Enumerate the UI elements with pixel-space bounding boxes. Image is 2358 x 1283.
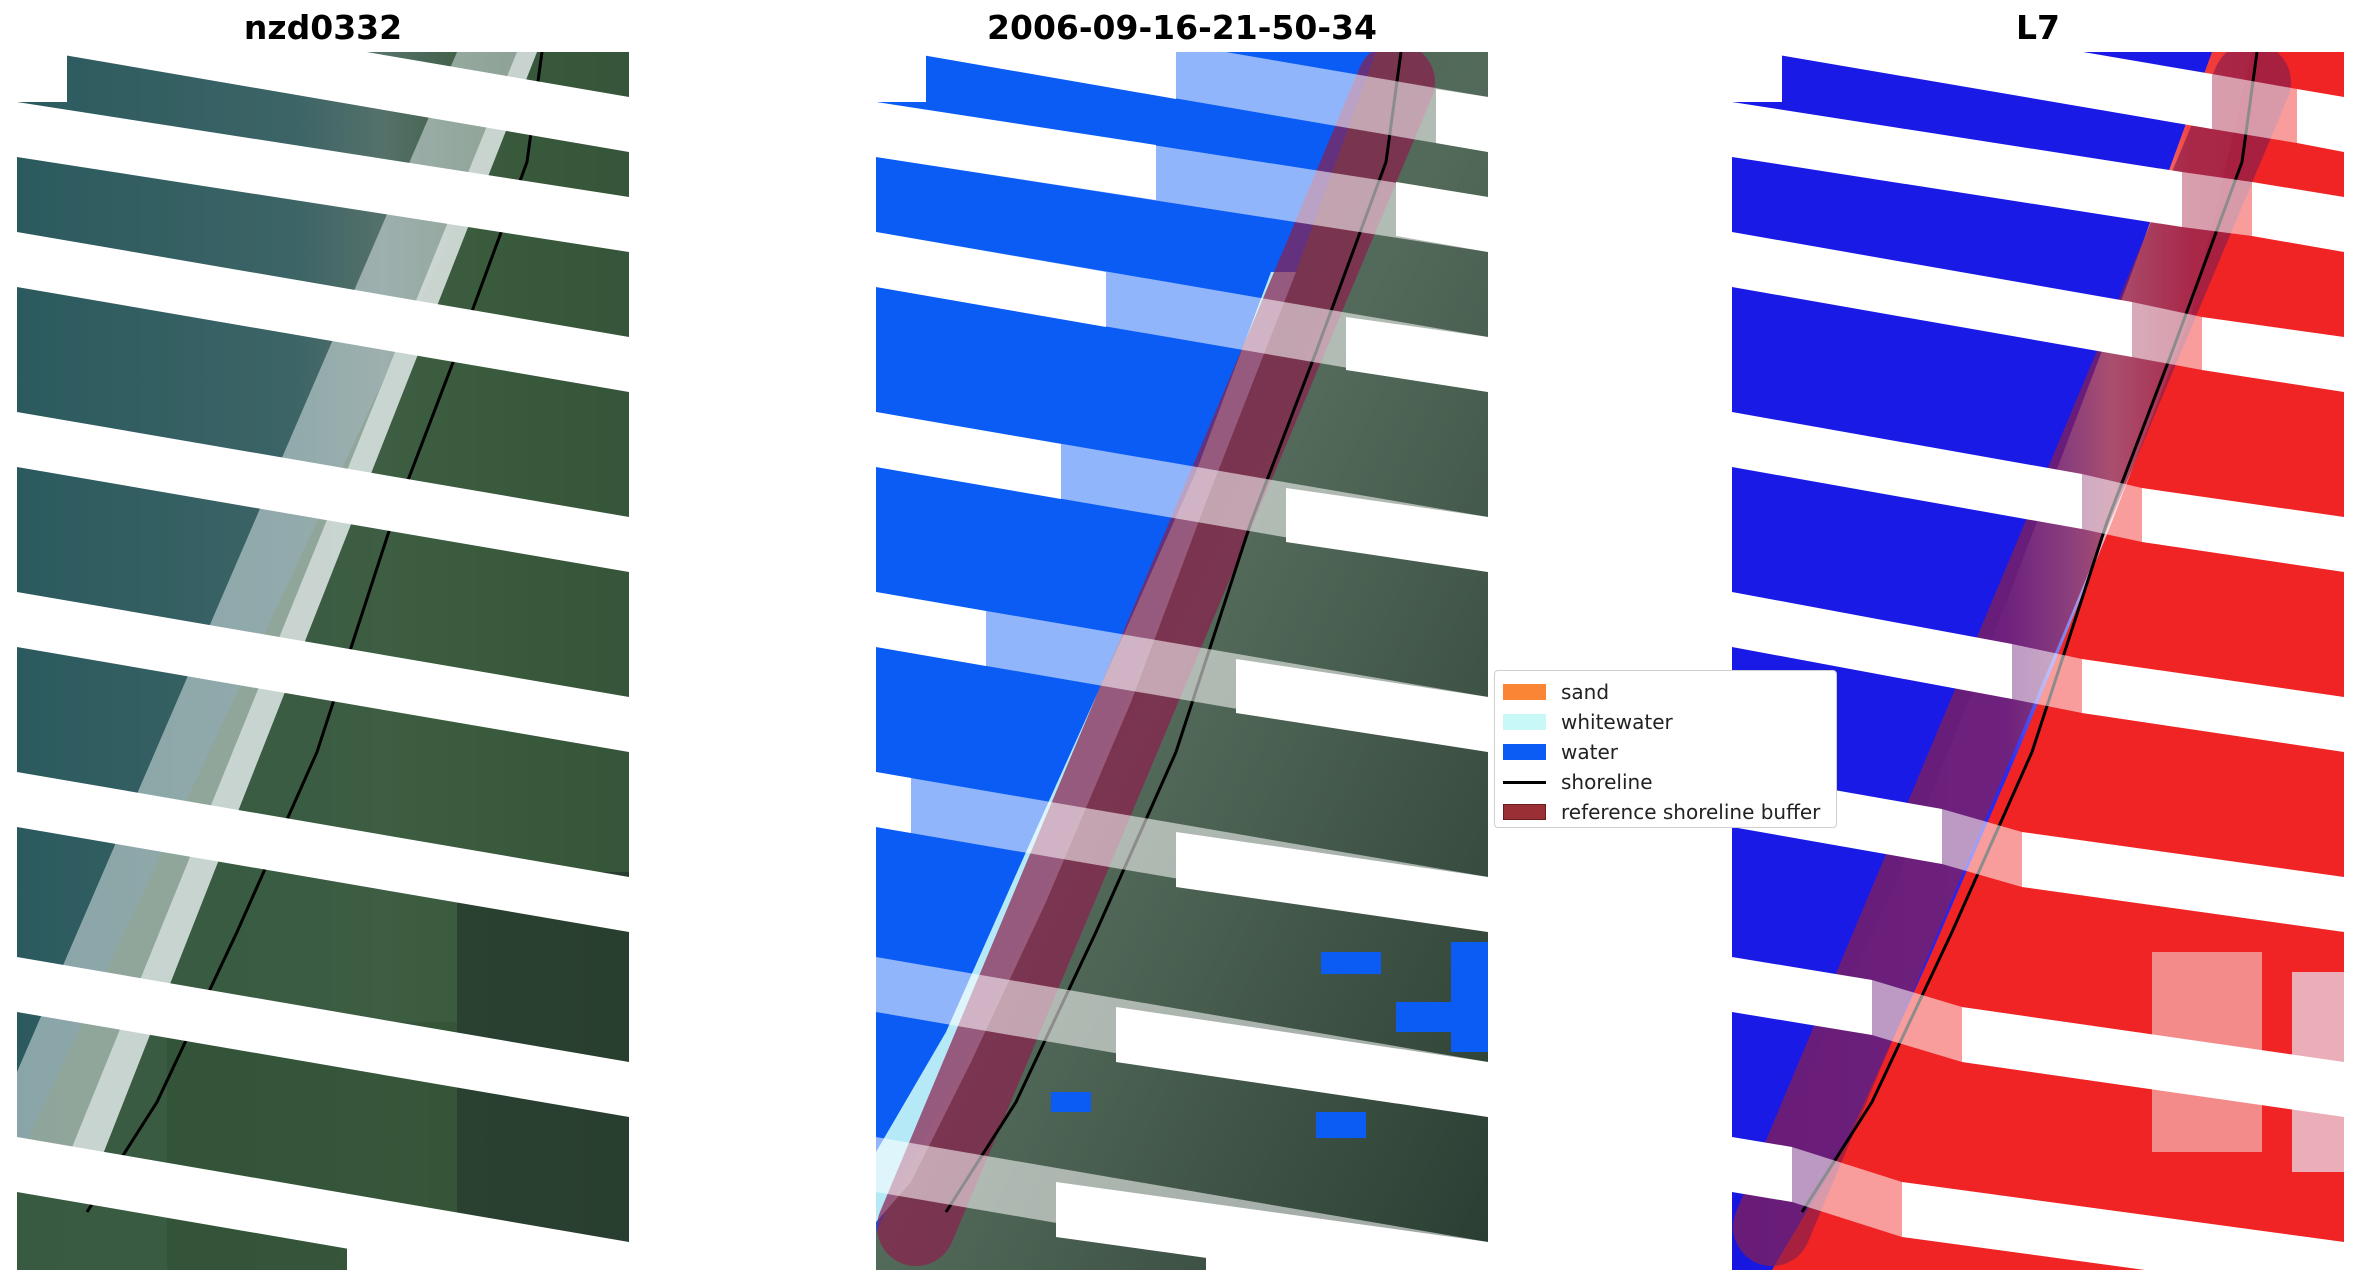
- legend-label: reference shoreline buffer: [1561, 800, 1821, 824]
- legend-item-whitewater: whitewater: [1503, 707, 1836, 737]
- no-data-stripes-outside-buffer: [1732, 52, 2344, 1270]
- classified-image-panel: [876, 52, 1488, 1270]
- reference-buffer-swatch: [1503, 804, 1546, 820]
- shoreline-swatch: [1503, 780, 1546, 784]
- index-image-panel: [1732, 52, 2344, 1270]
- legend-item-shoreline: shoreline: [1503, 767, 1836, 797]
- no-data-stripes: [17, 52, 629, 1270]
- legend-item-sand: sand: [1503, 677, 1836, 707]
- sand-swatch: [1503, 684, 1546, 700]
- legend: sand whitewater water shoreline referenc…: [1494, 670, 1837, 828]
- legend-label: whitewater: [1561, 710, 1673, 734]
- legend-label: sand: [1561, 680, 1610, 704]
- index-image: [1732, 52, 2344, 1270]
- rgb-image-panel: [17, 52, 629, 1270]
- rgb-image: [17, 52, 629, 1270]
- panel-title-rgb: nzd0332: [243, 8, 403, 47]
- legend-label: shoreline: [1561, 770, 1653, 794]
- panel-title-index: L7: [2016, 8, 2060, 47]
- water-swatch: [1503, 744, 1546, 760]
- legend-item-reference-buffer: reference shoreline buffer: [1503, 797, 1836, 827]
- classified-image: [876, 52, 1488, 1270]
- legend-item-water: water: [1503, 737, 1836, 767]
- legend-label: water: [1561, 740, 1618, 764]
- whitewater-swatch: [1503, 714, 1546, 730]
- no-data-stripes-inside-buffer: [1792, 74, 2297, 1237]
- panel-title-classified: 2006-09-16-21-50-34: [987, 8, 1377, 47]
- no-data-stripes-outside-buffer: [876, 52, 1488, 1270]
